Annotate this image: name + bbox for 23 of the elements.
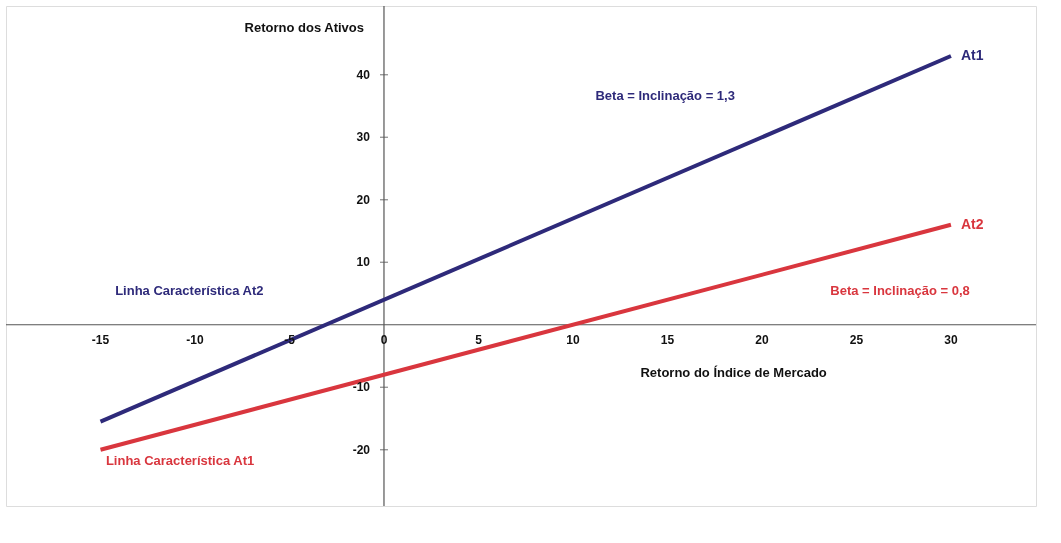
x-tick-label: 10 — [566, 332, 580, 347]
x-tick-label: 15 — [660, 332, 675, 347]
y-axis-title: Retorno dos Ativos — [244, 20, 364, 35]
x-tick-label: 25 — [849, 332, 864, 347]
y-tick-label: 20 — [356, 192, 371, 207]
annotation: Linha Característica At1 — [105, 453, 255, 468]
y-tick-label: 30 — [356, 130, 371, 145]
series-label: At2 — [960, 215, 984, 232]
annotation: Linha Característica At2 — [115, 283, 264, 298]
x-tick-label: -10 — [186, 332, 204, 347]
y-tick-label: -20 — [352, 442, 371, 457]
series-label: At1 — [960, 47, 984, 63]
x-axis-title: Retorno do Índice de Mercado — [640, 364, 827, 380]
x-tick-label: 0 — [380, 332, 388, 347]
x-tick-label: 30 — [944, 332, 958, 347]
x-tick-label: 20 — [755, 332, 769, 347]
x-tick-label: 5 — [475, 332, 483, 347]
y-tick-label: 10 — [356, 255, 371, 270]
x-tick-label: -15 — [91, 332, 110, 347]
annotation: Beta = Inclinação = 1,3 — [595, 88, 735, 103]
y-tick-label: 40 — [356, 67, 371, 82]
annotation: Beta = Inclinação = 0,8 — [830, 282, 970, 298]
y-tick-label: -10 — [352, 380, 371, 395]
